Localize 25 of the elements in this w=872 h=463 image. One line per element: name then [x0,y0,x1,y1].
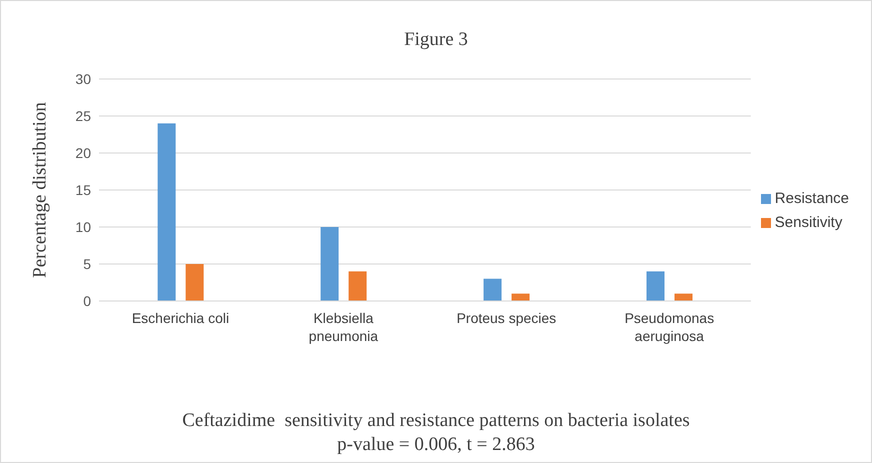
legend-label: Sensitivity [774,214,842,231]
y-tick-label: 0 [83,292,92,309]
x-tick-label: Pseudomonas aeruginosa [624,310,714,344]
chart-title: Figure 3 [403,29,469,51]
bar [512,294,530,301]
y-tick-label: 20 [75,144,92,161]
y-tick-label: 25 [75,108,92,124]
bar [674,294,693,301]
x-tick-label: Escherichia coli [132,310,230,326]
bar [320,227,339,301]
x-tick-label: Klebsiella pneumonia [308,310,378,344]
bar [348,271,367,301]
bar [484,278,502,301]
legend-label: Resistance [774,190,849,207]
bar [158,123,176,301]
y-tick-label: 10 [75,218,92,235]
bar [186,264,204,301]
y-tick-label: 5 [83,256,92,272]
y-tick-label: 30 [75,70,92,87]
y-axis-title: Percentage distribution [30,102,51,278]
text: Ceftazidime sensitivity and resistance patterns on bacteria isolates [181,409,691,433]
text: p-value = 0.006, t = 2.863 [336,433,536,457]
y-tick-label: 15 [75,182,92,198]
x-tick-label: Proteus species [456,310,556,326]
bar [646,271,665,301]
